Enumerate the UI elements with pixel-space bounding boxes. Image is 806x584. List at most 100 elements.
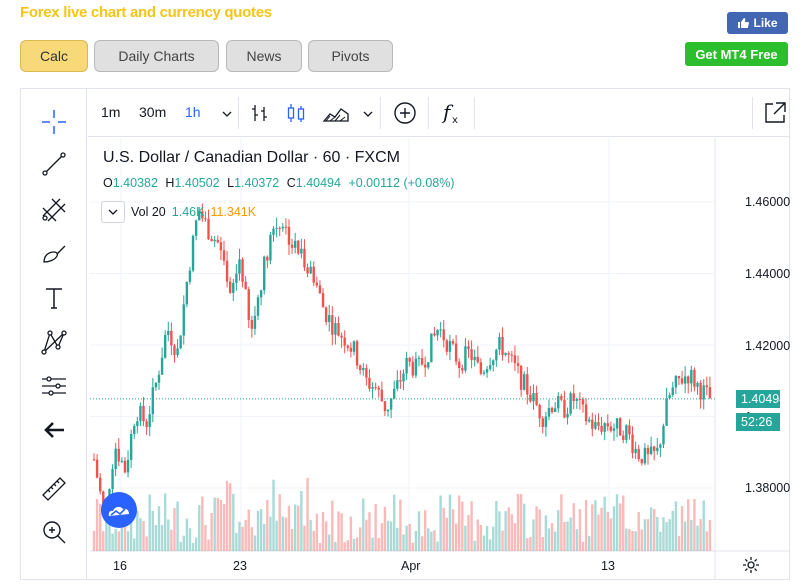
facebook-like-button[interactable]: Like xyxy=(727,12,788,34)
volume-bar xyxy=(219,499,223,551)
page-title: Forex live chart and currency quotes xyxy=(20,4,272,21)
candle-body xyxy=(464,346,467,371)
volume-bar xyxy=(188,528,192,551)
legend-collapse-button[interactable] xyxy=(101,201,125,223)
candle-body xyxy=(526,374,529,395)
tab-news[interactable]: News xyxy=(226,40,302,72)
volume-bar xyxy=(430,531,433,551)
candle-body xyxy=(238,259,241,274)
volume-bar xyxy=(389,521,393,551)
candlestick-icon[interactable] xyxy=(284,101,308,130)
candle-body xyxy=(318,285,322,294)
volume-bar xyxy=(318,542,322,551)
tab-calc[interactable]: Calc xyxy=(20,40,88,72)
candle-body xyxy=(163,334,167,358)
text-icon[interactable] xyxy=(37,281,71,315)
timeframe-1m[interactable]: 1m xyxy=(101,104,121,120)
ruler-icon[interactable] xyxy=(37,472,71,506)
candle-body xyxy=(618,418,622,436)
volume-bar xyxy=(591,504,594,551)
candle-body xyxy=(386,409,390,412)
measure-icon[interactable] xyxy=(37,369,71,403)
volume-bar xyxy=(671,510,674,551)
add-indicator-icon[interactable] xyxy=(392,100,418,131)
volume-bar xyxy=(705,531,709,551)
volume-bar xyxy=(358,527,362,551)
volume-bar xyxy=(269,516,272,551)
candle-body xyxy=(269,234,272,261)
candle-body xyxy=(396,380,399,389)
volume-bar xyxy=(615,494,619,551)
candle-body xyxy=(383,401,387,412)
volume-bar xyxy=(563,522,566,551)
candle-body xyxy=(225,260,229,282)
candle-body xyxy=(191,235,195,271)
tab-daily-charts[interactable]: Daily Charts xyxy=(94,40,219,72)
chart-type-chevron-icon[interactable] xyxy=(363,106,373,124)
candle-body xyxy=(374,387,377,389)
volume-bar xyxy=(393,494,396,551)
candle-body xyxy=(442,329,445,341)
volume-bar xyxy=(309,519,312,551)
volume-bar xyxy=(495,500,498,551)
zoom-icon[interactable] xyxy=(37,515,71,549)
candle-body xyxy=(253,315,257,329)
trend-line-icon[interactable] xyxy=(37,147,71,181)
candle-body xyxy=(606,423,609,427)
volume-bar xyxy=(337,511,340,551)
candle-body xyxy=(290,244,294,248)
volume-bar xyxy=(266,499,269,551)
volume-bar xyxy=(216,498,219,551)
volume-bar xyxy=(328,534,331,551)
candle-body xyxy=(148,414,151,427)
volume-bar xyxy=(646,519,650,551)
volume-bar xyxy=(349,516,353,551)
candle-body xyxy=(532,393,535,402)
volume-bar xyxy=(535,506,538,551)
candle-body xyxy=(228,281,232,293)
tab-pivots[interactable]: Pivots xyxy=(308,40,393,72)
back-arrow-icon[interactable] xyxy=(37,413,71,447)
bar-chart-icon[interactable] xyxy=(248,101,272,130)
drawing-toolbar xyxy=(21,89,87,579)
volume-bar xyxy=(687,499,690,551)
candle-body xyxy=(615,418,619,429)
candle-body xyxy=(346,345,349,348)
vol-label: Vol 20 xyxy=(131,205,166,219)
thumbs-up-icon xyxy=(738,18,750,28)
candle-body xyxy=(563,399,566,418)
volume-bar xyxy=(324,521,328,551)
candle-body xyxy=(451,341,455,344)
candle-body xyxy=(550,407,554,412)
dropdown-chevron-icon[interactable] xyxy=(222,106,232,124)
timeframe-1h[interactable]: 1h xyxy=(185,104,201,120)
brush-icon[interactable] xyxy=(37,237,71,271)
volume-bar xyxy=(451,509,455,551)
fib-tool-icon[interactable] xyxy=(37,193,71,227)
candle-body xyxy=(321,293,325,308)
volume-bar xyxy=(114,528,117,551)
volume-bar xyxy=(553,531,557,551)
get-mt4-button[interactable]: Get MT4 Free xyxy=(685,42,788,66)
area-chart-icon[interactable] xyxy=(322,101,350,130)
pattern-icon[interactable] xyxy=(37,325,71,359)
candle-body xyxy=(699,382,702,400)
candle-body xyxy=(216,239,219,243)
timeframe-30m[interactable]: 30m xyxy=(139,104,167,120)
fullscreen-icon[interactable] xyxy=(762,100,788,131)
candle-body xyxy=(640,458,644,464)
settings-gear-icon[interactable] xyxy=(736,553,766,577)
candle-body xyxy=(433,333,436,336)
candle-body xyxy=(553,408,557,412)
candle-body xyxy=(668,395,671,399)
volume-bar xyxy=(529,537,532,551)
volume-bar xyxy=(625,528,628,551)
volume-bar xyxy=(241,526,244,551)
candle-body xyxy=(145,421,148,427)
crosshair-icon[interactable] xyxy=(37,105,71,139)
candle-body xyxy=(405,357,408,374)
volume-bar xyxy=(458,495,461,551)
volume-bar xyxy=(584,499,588,551)
tradingview-logo[interactable] xyxy=(101,492,137,528)
